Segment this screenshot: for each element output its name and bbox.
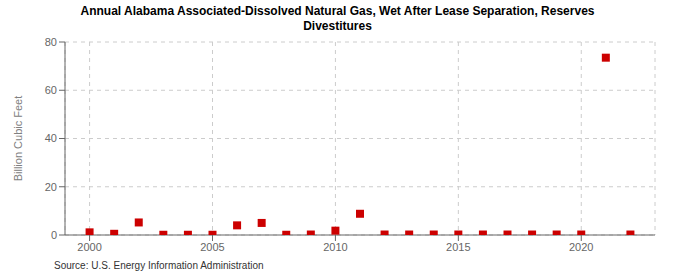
html-text:Divestitures: Divestitures (303, 19, 372, 33)
html-text:Source: U.S. Energy Informatio: Source: U.S. Energy Information Administ… (54, 260, 264, 271)
svg-text:2015: 2015 (446, 241, 470, 253)
html-text:Annual Alabama Associated-Diss: Annual Alabama Associated-Dissolved Natu… (80, 4, 595, 18)
svg-text:40: 40 (45, 132, 57, 144)
svg-text:2020: 2020 (569, 241, 593, 253)
svg-text:20: 20 (45, 181, 57, 193)
svg-text:80: 80 (45, 36, 57, 48)
svg-text:2005: 2005 (200, 241, 224, 253)
svg-text:0: 0 (51, 229, 57, 241)
svg-text:Billion Cubic Feet: Billion Cubic Feet (12, 96, 24, 182)
svg-text:2010: 2010 (323, 241, 347, 253)
svg-text:60: 60 (45, 84, 57, 96)
svg-text:2000: 2000 (77, 241, 101, 253)
